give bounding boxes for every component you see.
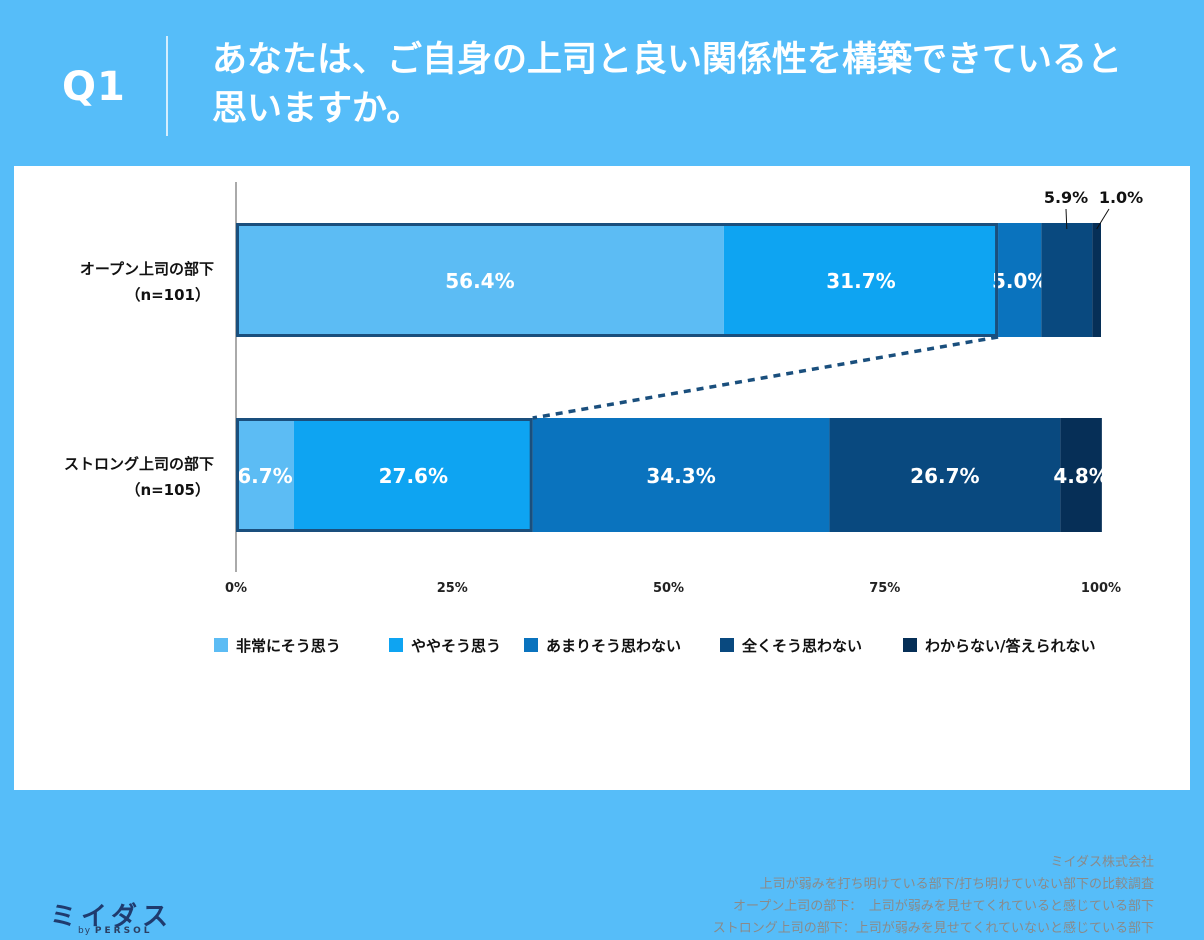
- bar-segment: [723, 223, 999, 337]
- legend-swatch: [389, 638, 403, 652]
- outside-data-label: 1.0%: [1099, 188, 1143, 207]
- bar-segment: [1092, 223, 1101, 337]
- bar-segment: [236, 223, 724, 337]
- leader-line: [1096, 208, 1110, 230]
- category-label: ストロング上司の部下: [64, 455, 214, 473]
- data-label: 27.6%: [379, 464, 448, 488]
- source-line: 上司が弱みを打ち明けている部下/打ち明けていない部下の比較調査: [759, 877, 1154, 892]
- data-label: 56.4%: [445, 269, 514, 293]
- source-notes: ミイダス株式会社 上司が弱みを打ち明けている部下/打ち明けていない部下の比較調査…: [713, 852, 1154, 940]
- category-n-label: （n=105）: [125, 481, 210, 499]
- category-n-label: （n=101）: [125, 286, 210, 304]
- category-label: オープン上司の部下: [80, 260, 214, 278]
- x-tick-label: 100%: [1081, 581, 1121, 596]
- logo-tagline: by PERSOL: [78, 926, 152, 936]
- source-line: ストロング上司の部下：上司が弱みを見せてくれていないと感じている部下: [712, 921, 1154, 936]
- data-label: 34.3%: [646, 464, 715, 488]
- x-tick-label: 75%: [869, 581, 900, 596]
- legend-label: 非常にそう思う: [236, 637, 341, 655]
- legend-swatch: [524, 638, 538, 652]
- outside-data-label: 5.9%: [1044, 188, 1088, 207]
- bar-segment: [829, 418, 1061, 532]
- bar-segment: [1060, 418, 1102, 532]
- legend-label: 全くそう思わない: [741, 637, 862, 655]
- source-line: オープン上司の部下： 上司が弱みを見せてくれていると感じている部下: [733, 899, 1154, 914]
- bar-segment: [532, 418, 830, 532]
- bar-segment: [1041, 223, 1093, 337]
- question-number: Q1: [62, 64, 126, 110]
- legend-label: あまりそう思わない: [546, 637, 681, 655]
- leader-line: [1065, 208, 1068, 230]
- source-line: ミイダス株式会社: [1050, 855, 1154, 870]
- x-tick-label: 25%: [437, 581, 468, 596]
- stacked-bar-chart: 56.4% 31.7% 5.0% オープン上司の部下 （n=101） 6.7% 27.6% 3…: [64, 182, 1143, 655]
- question-title: あなたは、ご自身の上司と良い関係性を構築できていると 思いますか。: [212, 36, 1172, 134]
- data-label: 4.8%: [1053, 464, 1108, 488]
- highlight-outline: [236, 418, 533, 532]
- bar-segment: [998, 223, 1042, 337]
- header-divider: [166, 36, 168, 136]
- data-label: 26.7%: [910, 464, 979, 488]
- legend-swatch: [903, 638, 917, 652]
- data-label: 6.7%: [237, 464, 292, 488]
- logo-by: by: [78, 926, 92, 936]
- logo-company: PERSOL: [94, 926, 153, 936]
- data-label: 5.0%: [992, 269, 1047, 293]
- legend-label: わからない/答えられない: [925, 637, 1095, 655]
- dashed-connector: [532, 335, 999, 420]
- miidas-logo: ミイダス by PERSOL: [50, 896, 173, 936]
- question-title-line-1: あなたは、ご自身の上司と良い関係性を構築できていると: [212, 40, 1123, 80]
- highlight-outline: [236, 223, 999, 337]
- legend-swatch: [214, 638, 228, 652]
- bar-segment: [236, 418, 294, 532]
- bar-segment: [293, 418, 533, 532]
- legend-swatch: [720, 638, 734, 652]
- header: Q1 あなたは、ご自身の上司と良い関係性を構築できていると 思いますか。: [0, 0, 1204, 166]
- legend-label: ややそう思う: [411, 637, 501, 655]
- chart-panel: 56.4% 31.7% 5.0% オープン上司の部下 （n=101） 6.7% 27.6% 3…: [14, 166, 1190, 936]
- data-label: 31.7%: [826, 269, 895, 293]
- x-tick-label: 50%: [653, 581, 684, 596]
- x-tick-label: 0%: [225, 581, 247, 596]
- question-title-line-2: 思いますか。: [212, 89, 422, 129]
